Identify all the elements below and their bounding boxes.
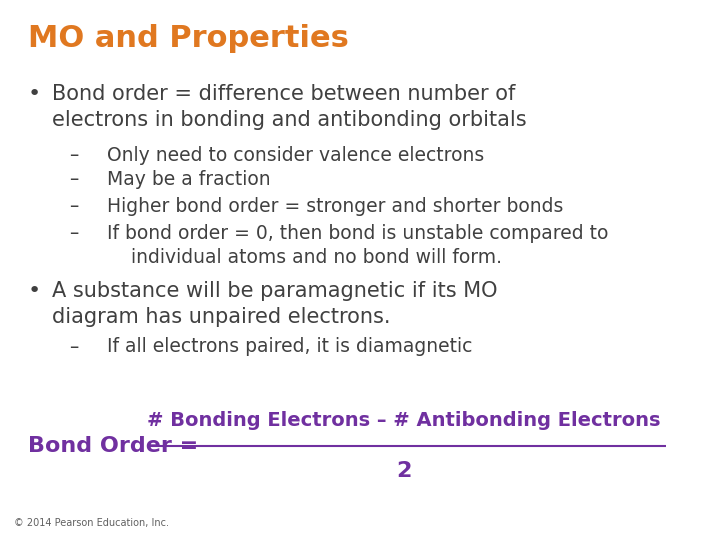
Text: Higher bond order = stronger and shorter bonds: Higher bond order = stronger and shorter… — [107, 197, 563, 216]
Text: •: • — [27, 84, 41, 104]
Text: © 2014 Pearson Education, Inc.: © 2014 Pearson Education, Inc. — [14, 518, 168, 528]
Text: If bond order = 0, then bond is unstable compared to
    individual atoms and no: If bond order = 0, then bond is unstable… — [107, 224, 608, 267]
Text: A substance will be paramagnetic if its MO
diagram has unpaired electrons.: A substance will be paramagnetic if its … — [52, 281, 498, 327]
Text: Only need to consider valence electrons: Only need to consider valence electrons — [107, 146, 485, 165]
Text: MO and Properties: MO and Properties — [27, 24, 348, 53]
Text: –: – — [69, 170, 78, 189]
Text: •: • — [27, 281, 41, 301]
Text: Bond order = difference between number of
electrons in bonding and antibonding o: Bond order = difference between number o… — [52, 84, 526, 130]
Text: –: – — [69, 197, 78, 216]
Text: If all electrons paired, it is diamagnetic: If all electrons paired, it is diamagnet… — [107, 338, 472, 356]
Text: –: – — [69, 146, 78, 165]
Text: 2: 2 — [396, 461, 411, 481]
Text: # Bonding Electrons – # Antibonding Electrons: # Bonding Electrons – # Antibonding Elec… — [147, 410, 660, 430]
Text: –: – — [69, 338, 78, 356]
Text: May be a fraction: May be a fraction — [107, 170, 271, 189]
Text: Bond Order =: Bond Order = — [27, 435, 198, 456]
Text: –: – — [69, 224, 78, 243]
